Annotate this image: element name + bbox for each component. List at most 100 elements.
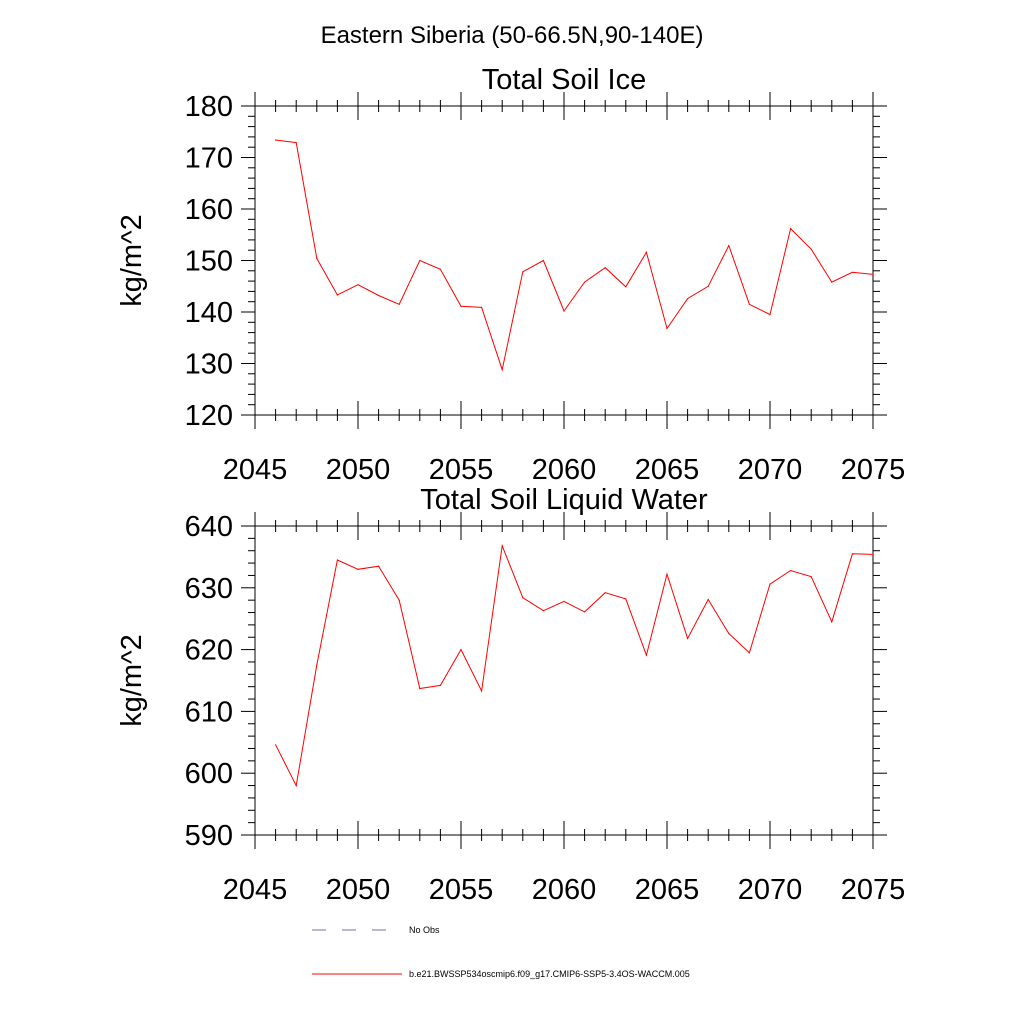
data-point [872,553,874,556]
chart-panel-1: Total Soil Ice kg/m^2 2045 2050 2055 2060 2065… [116,64,905,486]
y-tick-label: 590 [185,820,233,852]
data-point [707,285,709,287]
data-point [460,649,462,651]
data-point [790,228,792,230]
y-tick-label: 620 [185,635,233,667]
legend: No Obs b.e21.BWSSP534oscmip6.f09_g17.CMI… [312,925,690,979]
data-point [707,598,709,601]
plot-frame [254,525,874,836]
y-tick-label: 140 [185,297,233,329]
data-point [501,369,503,371]
data-point [522,271,524,273]
x-tick-label: 2070 [738,874,803,906]
figure-title: Eastern Siberia (50-66.5N,90-140E) [321,22,704,49]
panel-title: Total Soil Liquid Water [420,484,708,516]
data-point [563,600,565,603]
data-point [604,267,606,269]
data-point [790,569,792,572]
data-point [295,785,297,787]
y-tick-label: 120 [185,400,233,432]
data-point [625,598,627,600]
y-tick-label: 150 [185,246,233,278]
data-point [584,281,586,283]
data-point [748,652,751,654]
data-point [439,684,441,687]
data-point [481,690,483,692]
x-tick-label: 2070 [738,454,803,486]
y-tick-label: 600 [185,758,233,790]
data-point [357,568,359,570]
y-axis-label: kg/m^2 [116,214,148,307]
data-point [419,687,421,690]
data-point [542,610,545,612]
x-tick-label: 2075 [841,874,906,906]
data-point [748,303,751,305]
data-point [563,310,565,312]
data-point [316,257,318,259]
series-line-1 [275,139,874,372]
data-point [851,271,854,273]
y-tick-label: 170 [185,143,233,175]
legend-label-no-obs: No Obs [409,925,440,935]
data-point [398,303,400,305]
x-tick-label: 2065 [635,454,700,486]
data-point [398,599,400,601]
y-tick-label: 180 [185,91,233,123]
y-tick-label: 160 [185,194,233,226]
x-tick-label: 2060 [532,874,597,906]
data-point [501,545,503,547]
data-point [625,286,627,288]
data-point [316,664,318,666]
data-point [357,284,359,286]
y-tick-label: 640 [185,511,233,543]
data-point [336,559,338,561]
data-point [728,632,730,635]
data-point [810,576,812,578]
data-point [439,268,441,270]
data-point [336,294,338,296]
data-point [728,245,730,247]
data-point [419,259,421,262]
data-point [769,314,771,316]
data-point [275,139,277,141]
x-tick-label: 2045 [223,454,288,486]
data-point [295,142,297,144]
data-point [645,654,648,656]
data-point [460,305,462,307]
data-point [831,621,833,623]
series-line-1 [275,543,874,788]
data-point [542,259,545,262]
data-point [604,592,606,594]
y-axis-label: kg/m^2 [116,634,148,727]
x-tick-label: 2050 [326,874,391,906]
data-point [645,251,648,253]
data-point [666,327,668,330]
data-point [769,583,771,585]
y-tick-label: 610 [185,696,233,728]
x-tick-label: 2055 [429,874,494,906]
data-point [831,281,833,283]
data-point [687,298,689,300]
x-tick-label: 2075 [841,454,906,486]
x-tick-label: 2060 [532,454,597,486]
y-tick-label: 130 [185,349,233,381]
data-point [378,294,380,297]
x-tick-label: 2045 [223,874,288,906]
legend-label-run: b.e21.BWSSP534oscmip6.f09_g17.CMIP6-SSP5… [409,969,690,979]
x-tick-label: 2055 [429,454,494,486]
x-tick-label: 2065 [635,874,700,906]
chart-panel-2: Total Soil Liquid Water kg/m^2 2045 2050 205… [116,484,905,906]
data-point [584,611,586,613]
panels: Total Soil Ice kg/m^2 2045 2050 2055 2060 2065… [116,64,905,906]
data-point [378,565,380,567]
plot-frame [254,105,874,416]
y-tick-label: 630 [185,573,233,605]
data-point [687,637,689,640]
data-point [666,573,668,575]
x-tick-label: 2050 [326,454,391,486]
data-point [481,306,483,308]
data-point [810,248,812,250]
data-point [522,597,524,599]
data-point [872,273,874,275]
